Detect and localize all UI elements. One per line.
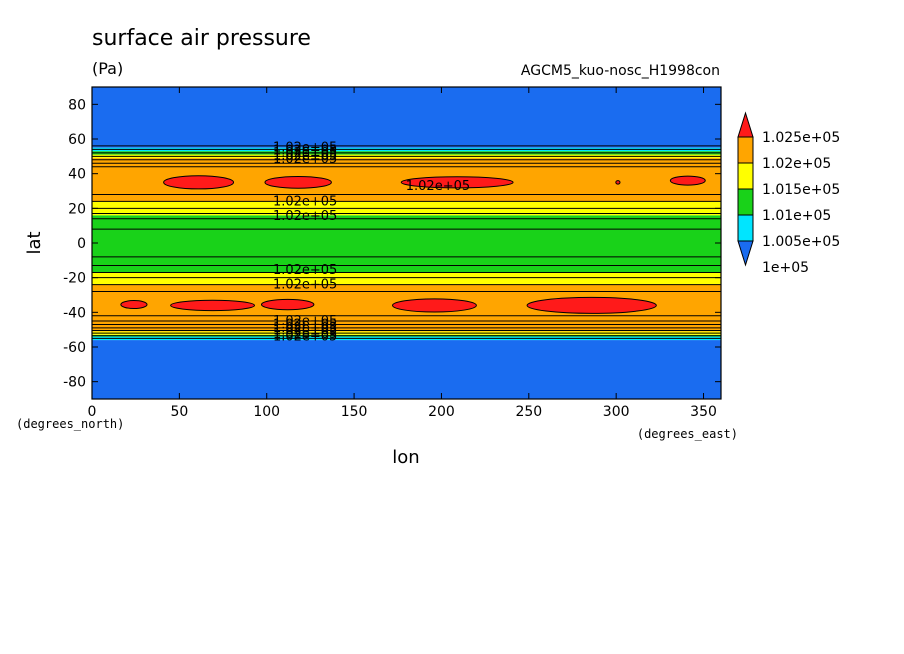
chart-title: surface air pressure — [92, 26, 311, 51]
contour-label: 1.02e+05 — [273, 143, 337, 158]
color-band — [92, 87, 721, 148]
contour-label: 1.02e+05 — [406, 179, 470, 194]
chart-units: (Pa) — [92, 59, 123, 78]
y-tick-label: -60 — [63, 340, 86, 356]
contour-label: 1.02e+05 — [273, 324, 337, 339]
y-tick-label: 80 — [68, 97, 86, 113]
high-pressure-cell — [615, 180, 621, 185]
contour-label: 1.02e+05 — [273, 148, 337, 163]
legend-label: 1e+05 — [762, 260, 809, 276]
x-units-label: (degrees_east) — [637, 427, 738, 441]
x-tick-label: 200 — [428, 404, 455, 420]
high-pressure-cell — [120, 300, 148, 310]
y-tick-label: 60 — [68, 132, 86, 148]
contour-label: 1.02e+05 — [273, 209, 337, 224]
y-tick-label: 40 — [68, 167, 86, 183]
contour-label: 1.02e+05 — [273, 327, 337, 342]
x-tick-label: 300 — [603, 404, 630, 420]
legend-swatch — [737, 136, 754, 164]
high-pressure-cell — [526, 296, 657, 314]
legend-label: 1.01e+05 — [762, 208, 831, 224]
y-axis-label: lat — [24, 231, 45, 254]
y-tick-label: 0 — [77, 236, 86, 252]
high-pressure-cell — [400, 176, 514, 189]
contour-label: 1.02e+05 — [273, 321, 337, 336]
high-pressure-cell — [260, 298, 315, 311]
high-pressure-cell — [163, 175, 235, 190]
plot-area: 1.02e+051.02e+051.02e+051.02e+051.02e+05… — [91, 86, 722, 400]
legend-swatch — [737, 188, 754, 216]
contour-label: 1.02e+05 — [273, 314, 337, 329]
contour-label: 1.02e+05 — [273, 263, 337, 278]
y-tick-label: 20 — [68, 201, 86, 217]
x-axis-label: lon — [392, 447, 419, 468]
legend-label: 1.02e+05 — [762, 156, 831, 172]
high-pressure-cell — [264, 175, 332, 189]
contour-label: 1.02e+05 — [273, 317, 337, 332]
legend-arrow-top — [737, 111, 754, 138]
high-pressure-cell — [669, 175, 706, 186]
high-pressure-cell — [392, 298, 477, 313]
high-pressure-cell — [170, 299, 255, 312]
contour-label: 1.02e+05 — [273, 278, 337, 293]
legend-label: 1.015e+05 — [762, 182, 840, 198]
contour-labels: 1.02e+051.02e+051.02e+051.02e+051.02e+05… — [273, 141, 470, 345]
y-tick-label: -20 — [63, 271, 86, 287]
y-units-label: (degrees_north) — [16, 417, 124, 431]
y-tick-label: -40 — [63, 305, 86, 321]
x-tick-label: 50 — [170, 404, 188, 420]
contour-label: 1.02e+05 — [273, 146, 337, 161]
y-tick-label: -80 — [63, 375, 86, 391]
legend-label: 1.005e+05 — [762, 234, 840, 250]
contour-lines — [92, 145, 721, 339]
contour-label: 1.02e+05 — [273, 141, 337, 156]
color-band — [92, 272, 721, 285]
high-pressure-cells — [120, 175, 706, 314]
color-bands — [92, 87, 721, 399]
legend-arrow-bottom — [737, 240, 754, 267]
x-axis-ticks: 0 50 100 150 200 250 300 350 — [88, 87, 717, 420]
y-axis-ticks: -80 -60 -40 -20 0 20 40 60 80 — [63, 97, 721, 391]
legend-swatch — [737, 162, 754, 190]
contour-label: 1.02e+05 — [273, 330, 337, 345]
legend-swatch — [737, 214, 754, 242]
color-band — [92, 340, 721, 399]
run-label: AGCM5_kuo-nosc_H1998con — [521, 63, 720, 79]
contour-label: 1.02e+05 — [273, 194, 337, 209]
x-tick-label: 150 — [341, 404, 368, 420]
color-band — [92, 215, 721, 273]
contour-label: 1.02e+05 — [273, 152, 337, 167]
x-tick-label: 350 — [690, 404, 717, 420]
legend-label: 1.025e+05 — [762, 130, 840, 146]
x-tick-label: 0 — [88, 404, 97, 420]
x-tick-label: 250 — [515, 404, 542, 420]
x-tick-label: 100 — [253, 404, 280, 420]
color-legend: 1.025e+05 1.02e+05 1.015e+05 1.01e+05 1.005e… — [737, 111, 840, 276]
